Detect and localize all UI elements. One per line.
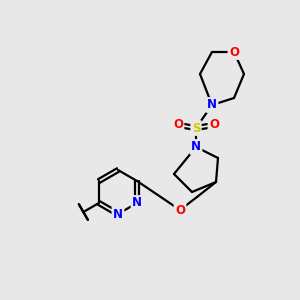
Text: S: S (192, 122, 200, 134)
Text: O: O (173, 118, 183, 131)
Text: N: N (113, 208, 123, 220)
Text: O: O (209, 118, 219, 131)
Text: O: O (175, 203, 185, 217)
Text: O: O (229, 46, 239, 59)
Text: N: N (191, 140, 201, 154)
Text: N: N (207, 98, 217, 112)
Text: N: N (132, 196, 142, 209)
